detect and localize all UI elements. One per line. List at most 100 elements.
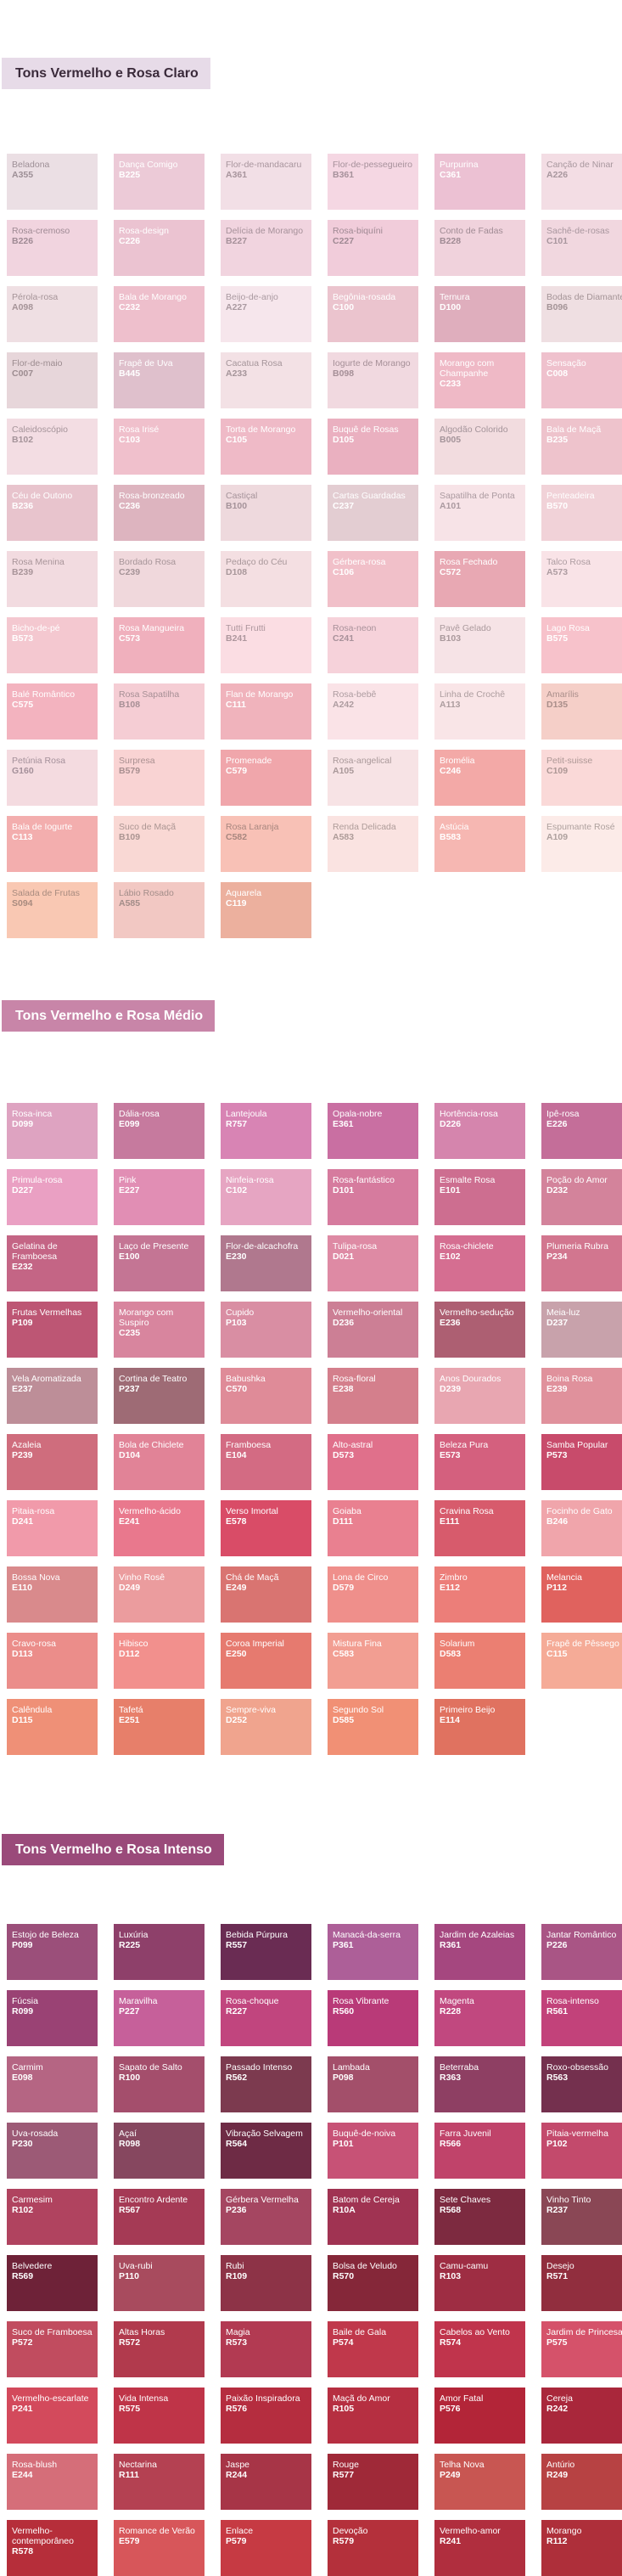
color-swatch[interactable]: Sapatilha de Ponta A101	[434, 485, 525, 541]
color-swatch[interactable]: Verso Imortal E578	[221, 1500, 311, 1556]
color-swatch[interactable]: Meia-luz D237	[541, 1302, 622, 1358]
color-swatch[interactable]: Pedaço do Céu D108	[221, 551, 311, 607]
color-swatch[interactable]: Castiçal B100	[221, 485, 311, 541]
color-swatch[interactable]: Anos Dourados D239	[434, 1368, 525, 1424]
color-swatch[interactable]: Bebida Púrpura R557	[221, 1924, 311, 1980]
color-swatch[interactable]: Caleidoscópio B102	[7, 419, 98, 475]
color-swatch[interactable]: Purpurina C361	[434, 154, 525, 210]
color-swatch[interactable]: Altas Horas R572	[114, 2321, 205, 2377]
color-swatch[interactable]: Batom de Cereja R10A	[328, 2189, 418, 2245]
color-swatch[interactable]: Rosa-bronzeado C236	[114, 485, 205, 541]
color-swatch[interactable]: Cravo-rosa D113	[7, 1633, 98, 1689]
color-swatch[interactable]: Surpresa B579	[114, 750, 205, 806]
color-swatch[interactable]: Vermelho-amor R241	[434, 2520, 525, 2576]
color-swatch[interactable]: Solarium D583	[434, 1633, 525, 1689]
color-swatch[interactable]: Primula-rosa D227	[7, 1169, 98, 1225]
color-swatch[interactable]: Hibisco D112	[114, 1633, 205, 1689]
color-swatch[interactable]: Chá de Maçã E249	[221, 1566, 311, 1623]
color-swatch[interactable]: Vela Aromatizada E237	[7, 1368, 98, 1424]
color-swatch[interactable]: Vida Intensa R575	[114, 2388, 205, 2444]
color-swatch[interactable]: Rosa-neon C241	[328, 617, 418, 673]
color-swatch[interactable]: Carmesim R102	[7, 2189, 98, 2245]
color-swatch[interactable]: Buquê de Rosas D105	[328, 419, 418, 475]
color-swatch[interactable]: Vermelho-escarlate P241	[7, 2388, 98, 2444]
color-swatch[interactable]: Buquê-de-noiva P101	[328, 2123, 418, 2179]
color-swatch[interactable]: Sapato de Salto R100	[114, 2056, 205, 2112]
color-swatch[interactable]: Roxo-obsessão R563	[541, 2056, 622, 2112]
color-swatch[interactable]: Rosa Laranja C582	[221, 816, 311, 872]
color-swatch[interactable]: Maçã do Amor R105	[328, 2388, 418, 2444]
color-swatch[interactable]: Telha Nova P249	[434, 2454, 525, 2510]
color-swatch[interactable]: Passado Intenso R562	[221, 2056, 311, 2112]
color-swatch[interactable]: Rubi R109	[221, 2255, 311, 2311]
color-swatch[interactable]: Vermelho-oriental D236	[328, 1302, 418, 1358]
color-swatch[interactable]: Petit-suisse C109	[541, 750, 622, 806]
color-swatch[interactable]: Jardim de Azaleias R361	[434, 1924, 525, 1980]
color-swatch[interactable]: Rosa-floral E238	[328, 1368, 418, 1424]
color-swatch[interactable]: Boina Rosa E239	[541, 1368, 622, 1424]
color-swatch[interactable]: Rosa Mangueira C573	[114, 617, 205, 673]
color-swatch[interactable]: Lábio Rosado A585	[114, 882, 205, 938]
color-swatch[interactable]: Focinho de Gato B246	[541, 1500, 622, 1556]
color-swatch[interactable]: Flor-de-maio C007	[7, 352, 98, 408]
color-swatch[interactable]: Suco de Framboesa P572	[7, 2321, 98, 2377]
color-swatch[interactable]: Coroa Imperial E250	[221, 1633, 311, 1689]
color-swatch[interactable]: Renda Delicada A583	[328, 816, 418, 872]
color-swatch[interactable]: Desejo R571	[541, 2255, 622, 2311]
color-swatch[interactable]: Canção de Ninar A226	[541, 154, 622, 210]
color-swatch[interactable]: Rosa-bebê A242	[328, 683, 418, 740]
color-swatch[interactable]: Ternura D100	[434, 286, 525, 342]
color-swatch[interactable]: Dália-rosa E099	[114, 1103, 205, 1159]
color-swatch[interactable]: Bala de Iogurte C113	[7, 816, 98, 872]
color-swatch[interactable]: Rouge R577	[328, 2454, 418, 2510]
color-swatch[interactable]: Camu-camu R103	[434, 2255, 525, 2311]
color-swatch[interactable]: Goiaba D111	[328, 1500, 418, 1556]
color-swatch[interactable]: Antúrio R249	[541, 2454, 622, 2510]
color-swatch[interactable]: Cabelos ao Vento R574	[434, 2321, 525, 2377]
color-swatch[interactable]: Dança Comigo B225	[114, 154, 205, 210]
color-swatch[interactable]: Encontro Ardente R567	[114, 2189, 205, 2245]
color-swatch[interactable]: Zimbro E112	[434, 1566, 525, 1623]
color-swatch[interactable]: Bala de Maçã B235	[541, 419, 622, 475]
color-swatch[interactable]: Magia R573	[221, 2321, 311, 2377]
color-swatch[interactable]: Rosa-blush E244	[7, 2454, 98, 2510]
color-swatch[interactable]: Begônia-rosada C100	[328, 286, 418, 342]
color-swatch[interactable]: Rosa Sapatilha B108	[114, 683, 205, 740]
color-swatch[interactable]: Jantar Romântico P226	[541, 1924, 622, 1980]
color-swatch[interactable]: Estojo de Beleza P099	[7, 1924, 98, 1980]
color-swatch[interactable]: Vermelho-ácido E241	[114, 1500, 205, 1556]
color-swatch[interactable]: Frapê de Pêssego C115	[541, 1633, 622, 1689]
color-swatch[interactable]: Amor Fatal P576	[434, 2388, 525, 2444]
color-swatch[interactable]: Açaí R098	[114, 2123, 205, 2179]
color-swatch[interactable]: Promenade C579	[221, 750, 311, 806]
color-swatch[interactable]: Flor-de-mandacaru A361	[221, 154, 311, 210]
color-swatch[interactable]: Beijo-de-anjo A227	[221, 286, 311, 342]
color-swatch[interactable]: Espumante Rosé A109	[541, 816, 622, 872]
color-swatch[interactable]: Morango com Suspiro C235	[114, 1302, 205, 1358]
color-swatch[interactable]: Talco Rosa A573	[541, 551, 622, 607]
color-swatch[interactable]: Fúcsia R099	[7, 1990, 98, 2046]
color-swatch[interactable]: Azaleia P239	[7, 1434, 98, 1490]
color-swatch[interactable]: Samba Popular P573	[541, 1434, 622, 1490]
color-swatch[interactable]: Pink E227	[114, 1169, 205, 1225]
color-swatch[interactable]: Baile de Gala P574	[328, 2321, 418, 2377]
color-swatch[interactable]: Vinho Rosê D249	[114, 1566, 205, 1623]
color-swatch[interactable]: Rosa Irisé C103	[114, 419, 205, 475]
color-swatch[interactable]: Pitaia-vermelha P102	[541, 2123, 622, 2179]
color-swatch[interactable]: Cartas Guardadas C237	[328, 485, 418, 541]
color-swatch[interactable]: Plumeria Rubra P234	[541, 1235, 622, 1291]
color-swatch[interactable]: Linha de Crochê A113	[434, 683, 525, 740]
color-swatch[interactable]: Manacá-da-serra P361	[328, 1924, 418, 1980]
color-swatch[interactable]: Babushka C570	[221, 1368, 311, 1424]
color-swatch[interactable]: Cravina Rosa E111	[434, 1500, 525, 1556]
color-swatch[interactable]: Cereja R242	[541, 2388, 622, 2444]
color-swatch[interactable]: Tutti Frutti B241	[221, 617, 311, 673]
color-swatch[interactable]: Ipê-rosa E226	[541, 1103, 622, 1159]
color-swatch[interactable]: Laço de Presente E100	[114, 1235, 205, 1291]
color-swatch[interactable]: Romance de Verão E579	[114, 2520, 205, 2576]
color-swatch[interactable]: Enlace P579	[221, 2520, 311, 2576]
color-swatch[interactable]: Bola de Chiclete D104	[114, 1434, 205, 1490]
color-swatch[interactable]: Poção do Amor D232	[541, 1169, 622, 1225]
color-swatch[interactable]: Bordado Rosa C239	[114, 551, 205, 607]
color-swatch[interactable]: Paixão Inspiradora R576	[221, 2388, 311, 2444]
